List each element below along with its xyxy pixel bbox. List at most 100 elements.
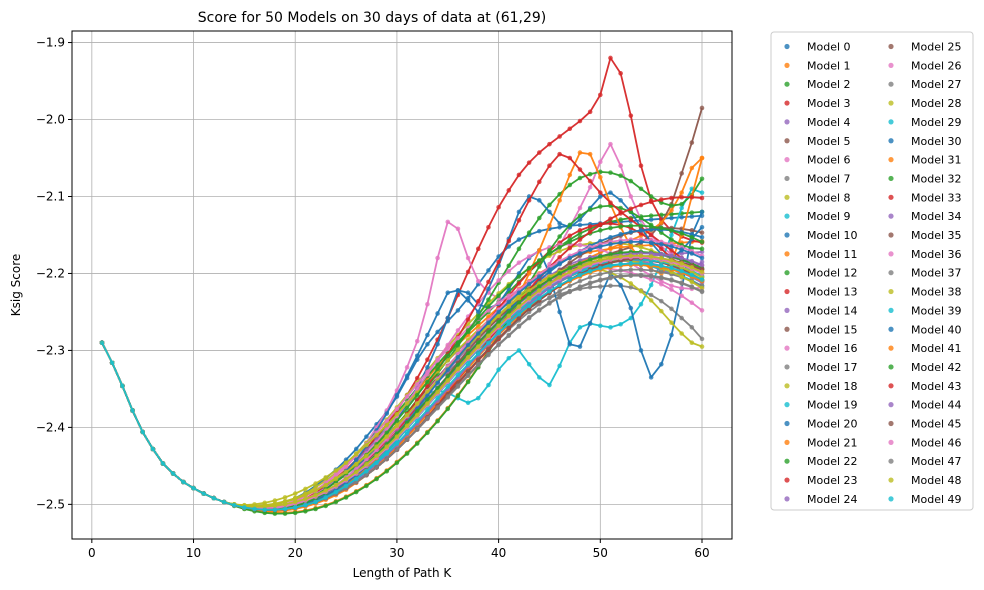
data-point [557,234,562,239]
data-point [526,315,532,320]
data-point [394,434,400,439]
data-point [536,258,542,263]
data-point [608,170,613,175]
data-point [699,176,705,182]
legend-label: Model 49 [911,493,962,506]
data-point [496,341,501,347]
data-point [669,228,674,233]
data-point [516,300,522,306]
data-point [394,423,400,429]
legend-label: Model 41 [911,342,962,355]
data-point [404,365,410,370]
data-point [496,259,501,265]
data-point [526,361,532,367]
data-point [445,358,451,363]
data-point [506,238,512,244]
legend-label: Model 40 [911,323,962,336]
data-point [516,209,522,215]
data-point [638,301,644,307]
data-point [353,446,359,452]
data-point [170,471,176,476]
legend-label: Model 31 [911,154,962,167]
data-point [353,476,359,482]
y-tick-label: −2.3 [36,343,65,357]
data-point [618,261,623,267]
data-point [669,306,674,312]
data-point [384,430,390,436]
data-point [567,155,573,161]
legend-marker [784,326,790,332]
series-line [101,255,703,511]
legend-label: Model 13 [807,286,858,299]
data-point [628,253,634,259]
data-point [577,222,583,228]
data-point [557,248,562,254]
legend-marker [784,62,790,68]
data-point [618,217,623,222]
data-point [404,451,410,456]
legend-marker [784,213,790,219]
legend-frame [770,31,974,511]
series-line [101,252,703,511]
data-point [516,290,522,295]
legend-label: Model 14 [807,304,858,317]
data-point [598,174,603,180]
legend-marker [784,194,790,200]
legend-item: Model 26 [888,59,962,72]
data-point [628,281,634,286]
data-point [659,225,664,231]
data-point [648,273,654,279]
series-14 [99,252,705,513]
legend-marker [888,326,894,332]
data-point [618,273,623,279]
data-point [577,251,583,256]
data-point [699,105,705,111]
legend-item: Model 7 [784,172,851,185]
data-point [445,384,451,389]
data-point [506,321,512,326]
data-point [699,308,705,313]
data-point [475,351,481,356]
data-point [557,309,562,315]
legend-label: Model 7 [807,172,851,185]
legend-item: Model 0 [784,41,851,54]
data-point [435,395,440,401]
data-point [516,237,522,242]
legend-item: Model 46 [888,436,962,449]
legend-label: Model 36 [911,248,962,261]
data-point [506,293,512,299]
series-28 [99,258,705,508]
data-point [425,369,430,375]
legend-marker [784,119,790,125]
data-point [638,272,644,278]
data-point [547,382,552,388]
data-point [201,491,206,496]
legend-marker [888,496,894,502]
series-48 [99,253,705,509]
data-point [669,287,674,292]
data-point [598,92,603,98]
data-point [587,229,593,235]
data-point [384,422,390,428]
legend-marker [784,383,790,389]
data-point [475,357,481,362]
data-point [557,221,562,226]
legend-label: Model 12 [807,267,858,280]
data-point [608,255,613,261]
data-point [191,485,196,491]
data-point [425,397,430,402]
data-point [679,201,684,207]
data-point [364,472,369,478]
data-point [516,172,522,178]
data-point [587,280,593,285]
data-point [547,223,552,229]
legend-marker [888,157,894,163]
data-point [333,499,339,505]
legend-marker [784,251,790,257]
legend-item: Model 19 [784,399,858,412]
data-point [455,372,461,378]
data-point [608,263,613,269]
data-point [414,441,420,446]
data-point [343,483,349,489]
data-point [648,224,654,229]
